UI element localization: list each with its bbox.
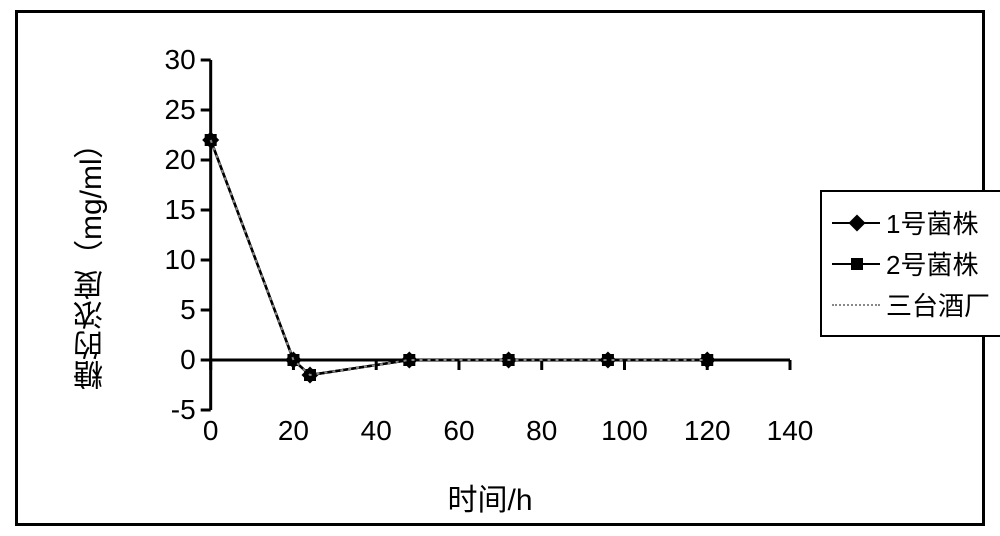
x-axis-label: 时间/h: [447, 475, 532, 519]
y-tick-label: 25: [151, 94, 196, 126]
y-axis-label: 糖的浓度（mg/ml）: [70, 130, 114, 390]
x-tick-label: 100: [601, 415, 648, 447]
x-tick-label: 140: [767, 415, 814, 447]
y-tick-label: 0: [151, 344, 196, 376]
y-tick-label: 30: [151, 44, 196, 76]
y-tick-label: 20: [151, 144, 196, 176]
plot-area: [190, 60, 790, 410]
legend: 1号菌株 2号菌株 三台酒厂: [820, 190, 1000, 337]
x-tick-label: 20: [278, 415, 309, 447]
legend-swatch-2: [832, 254, 880, 274]
x-tick-label: 0: [203, 415, 219, 447]
square-icon: [851, 258, 863, 270]
legend-item-1: 1号菌株: [832, 204, 990, 241]
x-tick-label: 80: [526, 415, 557, 447]
x-tick-label: 60: [443, 415, 474, 447]
legend-label-3: 三台酒厂: [886, 286, 990, 323]
y-tick-label: 5: [151, 294, 196, 326]
legend-label-1: 1号菌株: [886, 204, 978, 241]
legend-swatch-1: [832, 213, 880, 233]
x-tick-label: 40: [361, 415, 392, 447]
diamond-icon: [849, 214, 866, 231]
x-tick-label: 120: [684, 415, 731, 447]
legend-item-3: 三台酒厂: [832, 286, 990, 323]
y-tick-label: 10: [151, 244, 196, 276]
legend-label-2: 2号菌株: [886, 245, 978, 282]
legend-swatch-3: [832, 295, 880, 315]
y-tick-label: -5: [151, 394, 196, 426]
legend-item-2: 2号菌株: [832, 245, 990, 282]
y-tick-label: 15: [151, 194, 196, 226]
